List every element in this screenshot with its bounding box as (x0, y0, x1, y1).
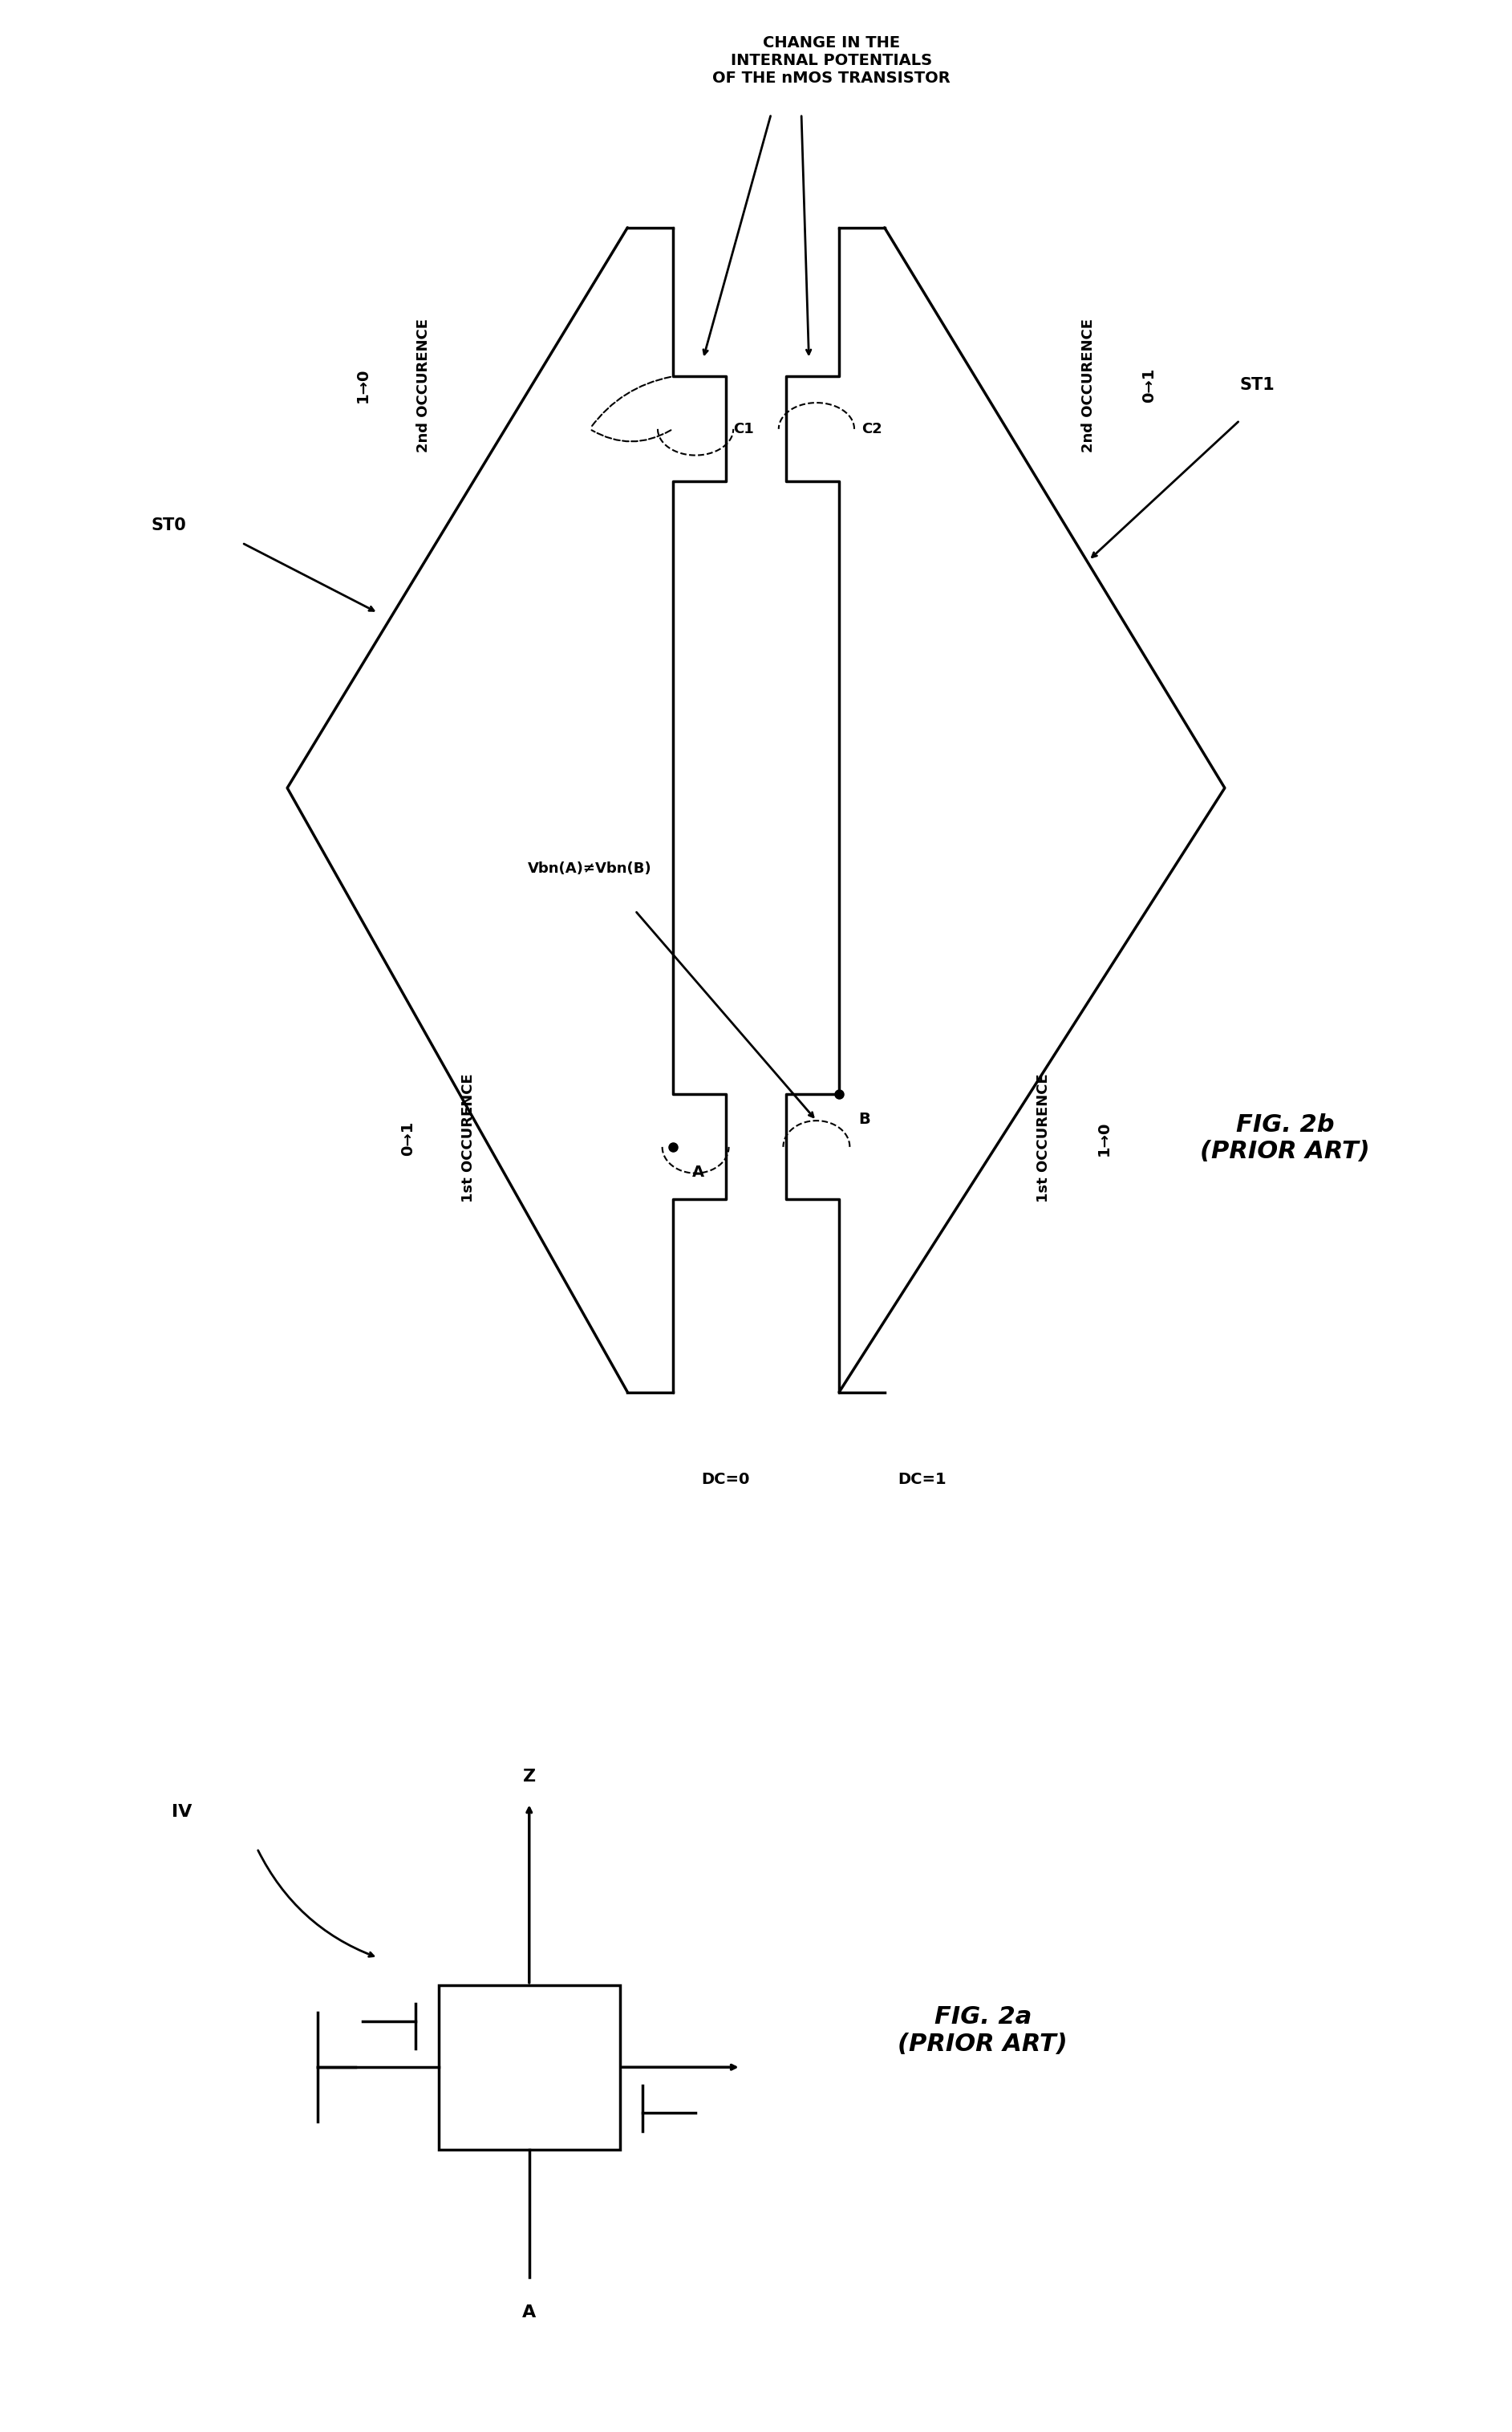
Text: DC=1: DC=1 (898, 1471, 947, 1488)
Text: 2nd OCCURENCE: 2nd OCCURENCE (1081, 319, 1096, 452)
Text: Z: Z (523, 1768, 535, 1785)
Text: A: A (522, 2306, 537, 2320)
Text: A: A (692, 1165, 705, 1180)
Text: IV: IV (171, 1805, 192, 1819)
Text: 1st OCCURENCE: 1st OCCURENCE (1036, 1073, 1051, 1204)
Text: FIG. 2b
(PRIOR ART): FIG. 2b (PRIOR ART) (1201, 1114, 1370, 1162)
Text: 0→1: 0→1 (1142, 367, 1157, 404)
Text: 1→0: 1→0 (1096, 1121, 1111, 1155)
Text: C1: C1 (733, 421, 754, 435)
Text: 1→0: 1→0 (355, 367, 370, 404)
Text: Vbn(A)≠Vbn(B): Vbn(A)≠Vbn(B) (528, 861, 652, 876)
Bar (438, 1985, 620, 2150)
Text: B: B (859, 1111, 871, 1126)
Text: DC=0: DC=0 (702, 1471, 750, 1488)
Text: 2nd OCCURENCE: 2nd OCCURENCE (416, 319, 431, 452)
Text: 0→1: 0→1 (401, 1121, 416, 1155)
Text: CHANGE IN THE
INTERNAL POTENTIALS
OF THE nMOS TRANSISTOR: CHANGE IN THE INTERNAL POTENTIALS OF THE… (712, 34, 951, 85)
Text: ST1: ST1 (1240, 377, 1275, 394)
Text: C2: C2 (862, 421, 883, 435)
Text: 1st OCCURENCE: 1st OCCURENCE (461, 1073, 476, 1204)
Text: ST0: ST0 (151, 518, 186, 533)
Text: FIG. 2a
(PRIOR ART): FIG. 2a (PRIOR ART) (898, 2006, 1067, 2055)
